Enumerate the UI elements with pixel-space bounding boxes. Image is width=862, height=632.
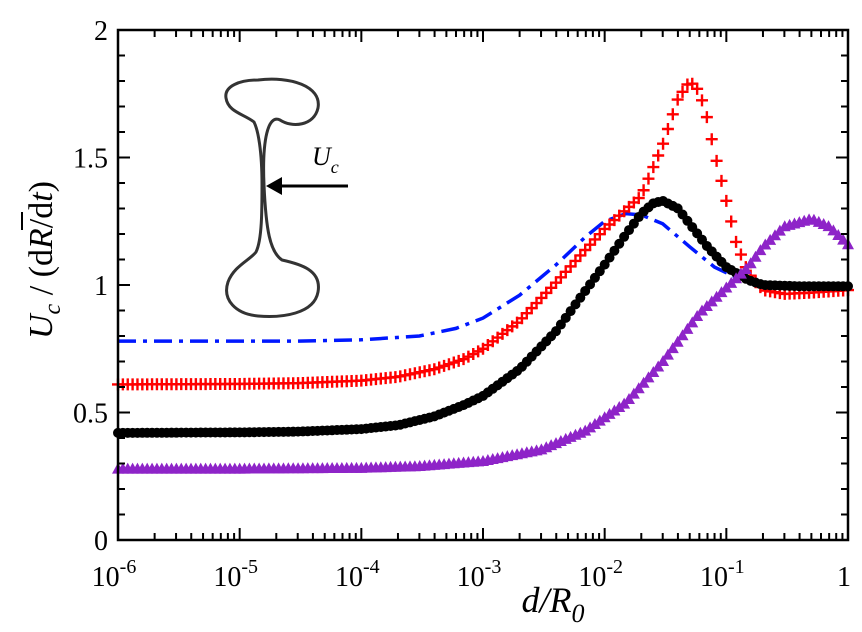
inset-arrow-head	[266, 177, 282, 195]
data-point-triangle	[584, 421, 597, 433]
x-tick-label-base: 10	[700, 562, 728, 593]
data-point-plus	[730, 235, 743, 248]
x-tick-label: 10-4	[335, 556, 380, 593]
data-point-triangle	[671, 335, 684, 347]
inset-label-sub: c	[331, 157, 339, 177]
x-tick-label-base: 10	[213, 562, 241, 593]
x-tick-label: 10-2	[578, 556, 623, 593]
data-point-plus	[652, 149, 665, 162]
y-tick-label: 1.5	[73, 144, 108, 175]
data-point-triangle	[588, 418, 601, 430]
data-point-plus	[720, 194, 733, 207]
x-tick-label: 10-3	[457, 556, 502, 593]
data-point-plus	[715, 174, 728, 187]
data-point-triangle	[598, 411, 611, 423]
x-tick-label-base: 10	[335, 562, 363, 593]
x-tick-label-exp: -1	[728, 556, 745, 578]
y-axis-label: Uc / (dR/dt)	[21, 181, 66, 339]
series-3	[112, 213, 854, 474]
x-tick-label-base: 1	[837, 562, 851, 593]
x-tick-label-exp: -5	[241, 556, 258, 578]
data-point-triangle	[579, 424, 592, 436]
data-point-triangle	[749, 250, 762, 262]
data-point-plus	[710, 154, 723, 167]
data-point-circle	[604, 252, 615, 263]
data-point-triangle	[666, 342, 679, 354]
x-axis-label-sub: 0	[572, 599, 585, 628]
data-point-plus	[696, 94, 708, 107]
inset-droplet-outline	[224, 77, 320, 318]
x-tick-label: 1	[837, 562, 851, 593]
inset-diagram: Uc	[224, 77, 348, 318]
x-tick-label-base: 10	[457, 562, 485, 593]
y-tick-label: 0	[94, 526, 108, 557]
y-tick-label: 2	[94, 16, 108, 47]
data-point-triangle	[593, 414, 606, 426]
data-point-plus	[734, 248, 747, 261]
data-point-triangle	[613, 401, 626, 413]
data-point-plus	[647, 161, 660, 174]
x-axis-label: d/R0	[522, 580, 585, 628]
x-tick-label-base: 10	[92, 562, 120, 593]
series-2	[113, 196, 853, 438]
data-point-plus	[632, 192, 645, 205]
data-point-plus	[725, 215, 738, 228]
data-point-plus	[637, 184, 650, 197]
inset-label: Uc	[312, 142, 339, 177]
x-tick-label: 10-6	[92, 556, 137, 593]
data-point-triangle	[681, 322, 694, 334]
x-tick-label-exp: -2	[606, 556, 623, 578]
data-point-triangle	[603, 407, 616, 419]
data-point-triangle	[754, 244, 767, 256]
series-1	[112, 77, 854, 391]
data-point-plus	[642, 172, 655, 185]
data-point-triangle	[744, 257, 757, 269]
data-point-triangle	[686, 316, 699, 328]
inset-label-base: U	[312, 142, 333, 171]
data-point-circle	[599, 259, 610, 270]
data-point-plus	[705, 133, 718, 146]
x-tick-label-exp: -4	[363, 556, 380, 578]
x-tick-label-base: 10	[578, 562, 606, 593]
data-point-triangle	[739, 263, 752, 275]
data-point-circle	[614, 238, 625, 249]
data-point-triangle	[661, 348, 674, 360]
data-point-plus	[700, 111, 713, 124]
x-axis-label-num: d/R	[522, 580, 572, 620]
x-tick-label-exp: -6	[120, 556, 137, 578]
data-point-plus	[691, 82, 704, 95]
x-tick-label-exp: -3	[485, 556, 502, 578]
x-tick-label: 10-1	[700, 556, 745, 593]
data-point-plus	[676, 85, 689, 98]
data-point-circle	[609, 245, 620, 256]
y-tick-label: 0.5	[73, 399, 108, 430]
axes-layer: 10-6 10-5 10-4 10-3 10-2 10-1 100.511.52	[73, 16, 851, 593]
svg-text:Uc / (dR/dt): Uc / (dR/dt)	[23, 181, 66, 339]
series-layer	[112, 77, 854, 474]
data-point-plus	[671, 93, 684, 106]
data-point-triangle	[676, 329, 689, 341]
data-point-plus	[657, 137, 670, 150]
data-point-plus	[666, 108, 679, 121]
data-point-triangle	[608, 404, 621, 416]
x-tick-label: 10-5	[213, 556, 258, 593]
y-tick-label: 1	[94, 271, 108, 302]
data-point-plus	[661, 122, 674, 135]
data-point-triangle	[657, 355, 670, 367]
